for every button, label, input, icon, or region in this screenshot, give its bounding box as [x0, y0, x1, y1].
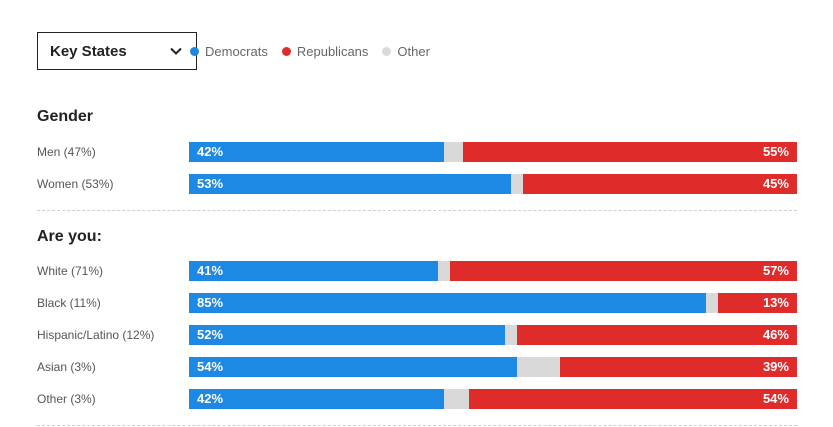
legend-item-republicans: Republicans: [281, 44, 369, 59]
republicans-segment: 13%: [717, 293, 797, 313]
section-divider: [37, 425, 797, 426]
democrats-segment: 53%: [189, 174, 512, 194]
democrats-segment: 42%: [189, 389, 445, 409]
row-label: Women (53%): [37, 177, 114, 191]
bar-row: Women (53%) 53% 45%: [37, 174, 797, 194]
democrats-segment: 54%: [189, 357, 518, 377]
legend-label: Democrats: [205, 44, 268, 59]
section-title: Are you:: [37, 228, 102, 245]
row-label: Men (47%): [37, 145, 96, 159]
bar-row: Black (11%) 85% 13%: [37, 293, 797, 313]
row-label: White (71%): [37, 264, 104, 278]
row-label: Asian (3%): [37, 360, 96, 374]
section-title: Gender: [37, 108, 94, 125]
other-segment: [444, 142, 463, 162]
stacked-bar: 41% 57%: [189, 261, 797, 281]
other-segment: [505, 325, 518, 345]
republicans-segment: 54%: [468, 389, 797, 409]
stacked-bar: 42% 54%: [189, 389, 797, 409]
stacked-bar: 52% 46%: [189, 325, 797, 345]
republicans-value-label: 54%: [762, 391, 789, 406]
republicans-value-label: 13%: [762, 295, 789, 310]
republicans-segment: 55%: [462, 142, 797, 162]
democrats-value-label: 42%: [197, 144, 224, 159]
bar-row: White (71%) 41% 57%: [37, 261, 797, 281]
other-segment: [444, 389, 469, 409]
other-segment: [438, 261, 451, 281]
bar-row: Other (3%) 42% 54%: [37, 389, 797, 409]
democrats-dot-icon: [190, 47, 199, 56]
row-label: Black (11%): [37, 296, 101, 310]
other-segment: [705, 293, 718, 313]
republicans-segment: 46%: [517, 325, 797, 345]
republicans-dot-icon: [281, 47, 291, 56]
republicans-value-label: 45%: [762, 176, 789, 191]
other-segment: [517, 357, 560, 377]
other-dot-icon: [382, 47, 392, 56]
row-label: Hispanic/Latino (12%): [37, 328, 155, 342]
stacked-bar: 54% 39%: [189, 357, 797, 377]
legend-label: Republicans: [296, 44, 369, 59]
legend-item-democrats: Democrats: [190, 44, 268, 59]
democrats-value-label: 42%: [197, 391, 224, 406]
other-segment: [511, 174, 524, 194]
stacked-bar: 53% 45%: [189, 174, 797, 194]
democrats-value-label: 85%: [197, 295, 224, 310]
democrats-value-label: 41%: [197, 263, 224, 278]
bar-row: Asian (3%) 54% 39%: [37, 357, 797, 377]
bar-row: Men (47%) 42% 55%: [37, 142, 797, 162]
legend: Democrats Republicans Other: [190, 44, 444, 59]
legend-label: Other: [397, 44, 430, 59]
democrats-value-label: 54%: [197, 359, 224, 374]
dropdown-label: Key States: [50, 42, 127, 60]
republicans-value-label: 57%: [762, 263, 789, 278]
democrats-segment: 52%: [189, 325, 506, 345]
republicans-segment: 45%: [523, 174, 797, 194]
republicans-value-label: 55%: [762, 144, 789, 159]
democrats-segment: 41%: [189, 261, 439, 281]
section-divider: [37, 210, 797, 211]
row-label: Other (3%): [37, 392, 96, 406]
key-states-dropdown[interactable]: Key States: [37, 32, 197, 70]
republicans-segment: 39%: [559, 357, 797, 377]
republicans-value-label: 46%: [762, 327, 789, 342]
legend-item-other: Other: [382, 44, 430, 59]
chevron-down-icon: [170, 47, 182, 55]
stacked-bar: 85% 13%: [189, 293, 797, 313]
democrats-segment: 42%: [189, 142, 445, 162]
bar-row: Hispanic/Latino (12%) 52% 46%: [37, 325, 797, 345]
democrats-value-label: 52%: [197, 327, 224, 342]
republicans-segment: 57%: [450, 261, 797, 281]
democrats-segment: 85%: [189, 293, 706, 313]
stacked-bar: 42% 55%: [189, 142, 797, 162]
republicans-value-label: 39%: [762, 359, 789, 374]
democrats-value-label: 53%: [197, 176, 224, 191]
